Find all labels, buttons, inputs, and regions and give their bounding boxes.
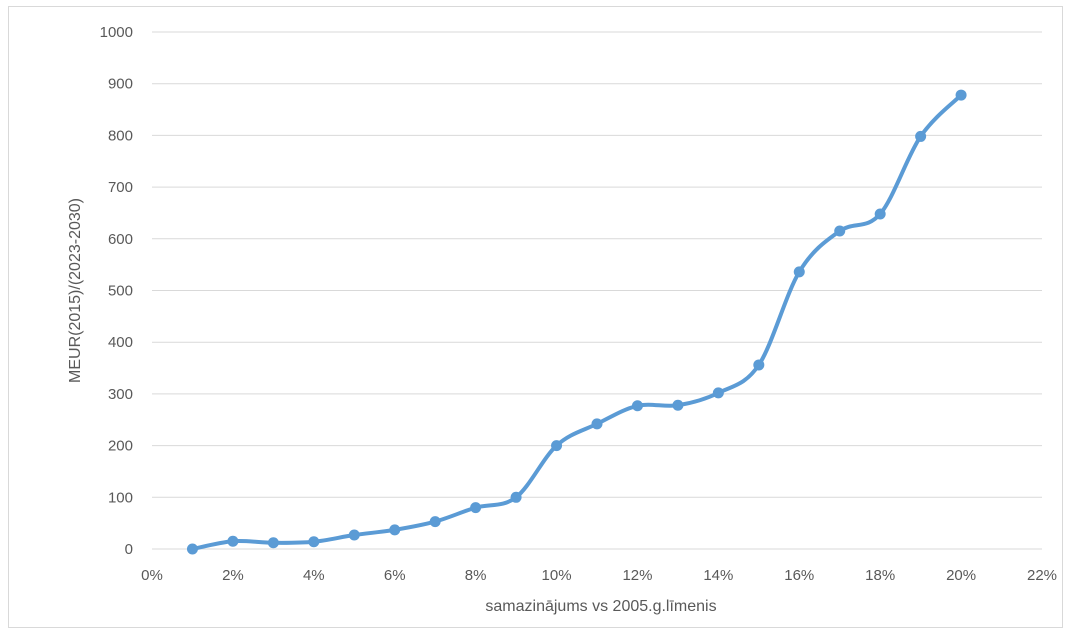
x-axis-tick-labels: 0% 2% 4% 6% 8% 10% 12% 14% 16% 18% 20% 22% bbox=[141, 567, 1057, 584]
x-tick-label: 18% bbox=[865, 567, 895, 584]
data-point bbox=[267, 537, 279, 549]
x-tick-label: 2% bbox=[222, 567, 244, 584]
y-tick-label: 200 bbox=[108, 438, 133, 455]
data-point bbox=[551, 440, 563, 452]
y-tick-label: 700 bbox=[108, 179, 133, 196]
y-tick-label: 300 bbox=[108, 386, 133, 403]
y-tick-label: 400 bbox=[108, 334, 133, 351]
chart-frame bbox=[8, 6, 1063, 628]
data-point bbox=[510, 491, 522, 503]
data-point bbox=[591, 418, 603, 430]
data-point bbox=[834, 225, 846, 237]
x-tick-label: 0% bbox=[141, 567, 163, 584]
x-tick-label: 12% bbox=[622, 567, 652, 584]
y-tick-label: 100 bbox=[108, 489, 133, 506]
y-tick-label: 0 bbox=[125, 541, 133, 558]
data-point bbox=[712, 387, 724, 399]
x-tick-label: 8% bbox=[465, 567, 487, 584]
data-point bbox=[631, 400, 643, 412]
data-point bbox=[470, 502, 482, 514]
data-point bbox=[753, 359, 765, 371]
x-tick-label: 6% bbox=[384, 567, 406, 584]
x-tick-label: 20% bbox=[946, 567, 976, 584]
data-point bbox=[793, 266, 805, 278]
data-point bbox=[429, 516, 441, 528]
data-point bbox=[227, 535, 239, 547]
x-tick-label: 16% bbox=[784, 567, 814, 584]
x-tick-label: 4% bbox=[303, 567, 325, 584]
data-points bbox=[186, 89, 967, 555]
y-tick-label: 900 bbox=[108, 76, 133, 93]
x-axis-title: samazinājums vs 2005.g.līmenis bbox=[485, 598, 716, 615]
y-tick-label: 800 bbox=[108, 127, 133, 144]
y-axis-title: MEUR(2015)/(2023-2030) bbox=[67, 198, 84, 383]
data-point bbox=[186, 543, 198, 555]
x-tick-label: 22% bbox=[1027, 567, 1057, 584]
y-tick-label: 600 bbox=[108, 231, 133, 248]
data-point bbox=[308, 536, 320, 548]
data-point bbox=[389, 524, 401, 536]
data-point bbox=[955, 89, 967, 101]
x-tick-label: 10% bbox=[542, 567, 572, 584]
y-tick-label: 500 bbox=[108, 283, 133, 300]
data-point bbox=[672, 399, 684, 411]
y-tick-label: 1000 bbox=[100, 24, 133, 41]
data-point bbox=[874, 208, 886, 220]
y-axis-tick-labels: 0 100 200 300 400 500 600 700 800 900 1000 bbox=[100, 24, 133, 558]
x-tick-label: 14% bbox=[703, 567, 733, 584]
data-point bbox=[915, 130, 927, 142]
data-point bbox=[348, 529, 360, 541]
series-line bbox=[190, 93, 964, 551]
